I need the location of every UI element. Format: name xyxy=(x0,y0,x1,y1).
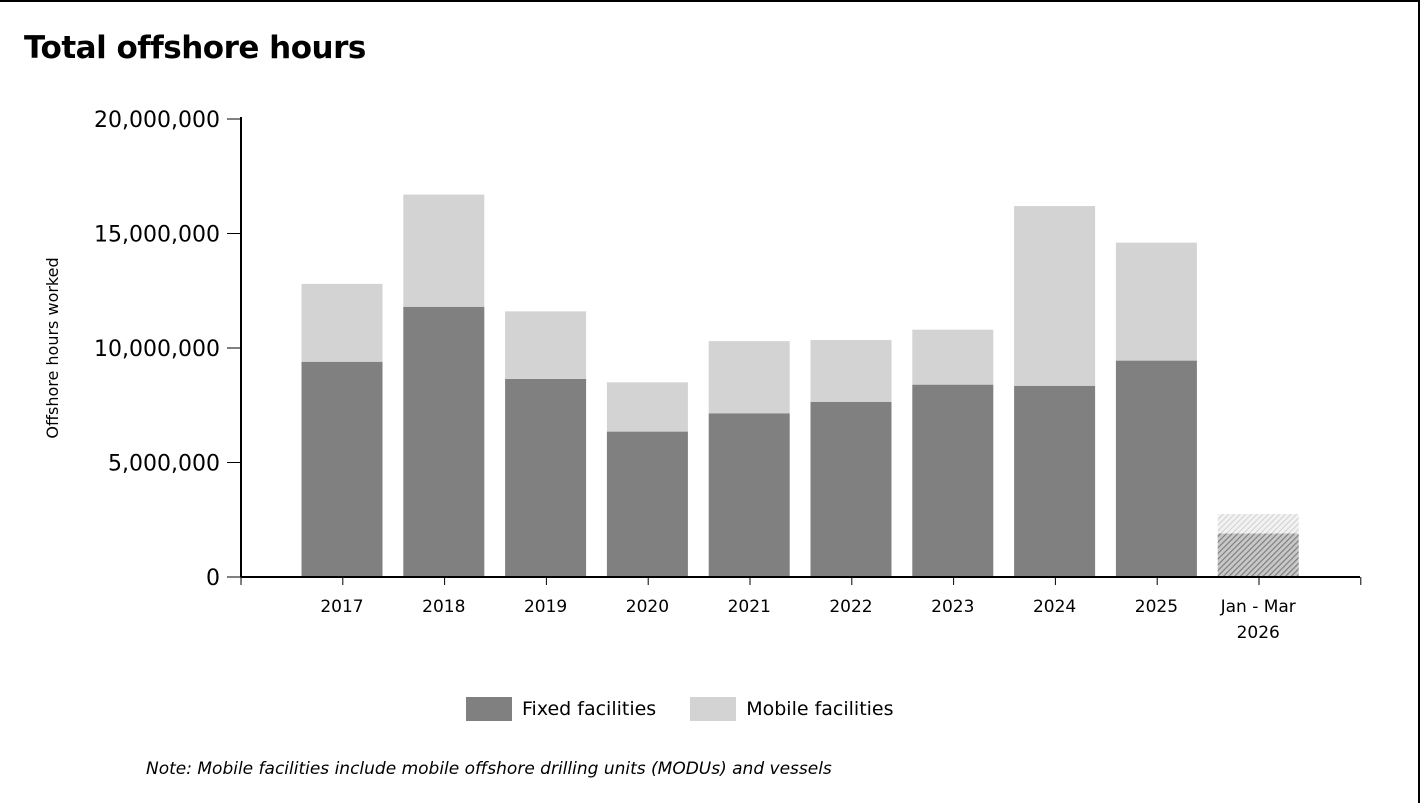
legend-swatch-fixed xyxy=(466,697,512,721)
bar-mobile-6 xyxy=(912,329,994,385)
bar-mobile-7 xyxy=(1014,206,1096,386)
y-tick-label-3: 15,000,000 xyxy=(94,223,220,248)
x-tick-label-9-line-0: Jan - Mar xyxy=(1220,597,1296,617)
legend: Fixed facilities Mobile facilities xyxy=(466,697,928,721)
bar-fixed-3 xyxy=(606,431,688,577)
y-tick-label-0: 0 xyxy=(206,566,220,591)
y-tick-label-1: 5,000,000 xyxy=(108,452,220,477)
chart-note: Note: Mobile facilities include mobile o… xyxy=(146,759,832,779)
axes-layer xyxy=(227,117,1362,585)
legend-label-fixed: Fixed facilities xyxy=(522,698,657,720)
x-tick-label-8: 2025 xyxy=(1135,597,1178,617)
bar-fixed-8 xyxy=(1115,360,1197,577)
x-tick-label-2: 2019 xyxy=(524,597,567,617)
y-axis-title: Offshore hours worked xyxy=(43,257,62,438)
y-tick-label-2: 10,000,000 xyxy=(94,337,220,362)
legend-item-mobile: Mobile facilities xyxy=(690,697,894,721)
chart-title: Total offshore hours xyxy=(24,30,366,66)
bar-mobile-4 xyxy=(708,341,790,414)
top-border xyxy=(0,0,1420,2)
x-tick-label-3: 2020 xyxy=(626,597,669,617)
x-tick-label-1: 2018 xyxy=(422,597,465,617)
bar-fixed-1 xyxy=(403,306,485,577)
bar-fixed-4 xyxy=(708,413,790,577)
x-tick-label-5: 2022 xyxy=(829,597,872,617)
bar-mobile-8 xyxy=(1115,242,1197,361)
bar-mobile-9 xyxy=(1217,514,1299,534)
legend-item-fixed: Fixed facilities xyxy=(466,697,656,721)
bar-fixed-2 xyxy=(505,378,587,577)
y-tick-label-4: 20,000,000 xyxy=(94,108,220,133)
x-tick-label-6: 2023 xyxy=(931,597,974,617)
right-border xyxy=(1418,0,1420,803)
bar-mobile-3 xyxy=(606,382,688,432)
bar-mobile-2 xyxy=(505,311,587,379)
bar-mobile-0 xyxy=(301,283,383,362)
x-tick-label-7: 2024 xyxy=(1033,597,1076,617)
x-tick-label-4: 2021 xyxy=(728,597,771,617)
bar-mobile-1 xyxy=(403,194,485,307)
bar-fixed-7 xyxy=(1014,385,1096,577)
bar-fixed-9 xyxy=(1217,533,1299,577)
bar-fixed-0 xyxy=(301,361,383,577)
legend-swatch-mobile xyxy=(690,697,737,721)
bar-fixed-5 xyxy=(810,401,892,577)
bar-fixed-6 xyxy=(912,384,994,577)
labels-layer: 2017 2018 2019 2020 2021 2022 2023 2024 2025 Jan … xyxy=(43,108,1296,643)
x-tick-label-9-line-1: 2026 xyxy=(1237,623,1280,643)
x-tick-label-0: 2017 xyxy=(320,597,363,617)
legend-label-mobile: Mobile facilities xyxy=(746,698,894,720)
bars-layer xyxy=(301,194,1299,577)
bar-mobile-5 xyxy=(810,339,892,402)
